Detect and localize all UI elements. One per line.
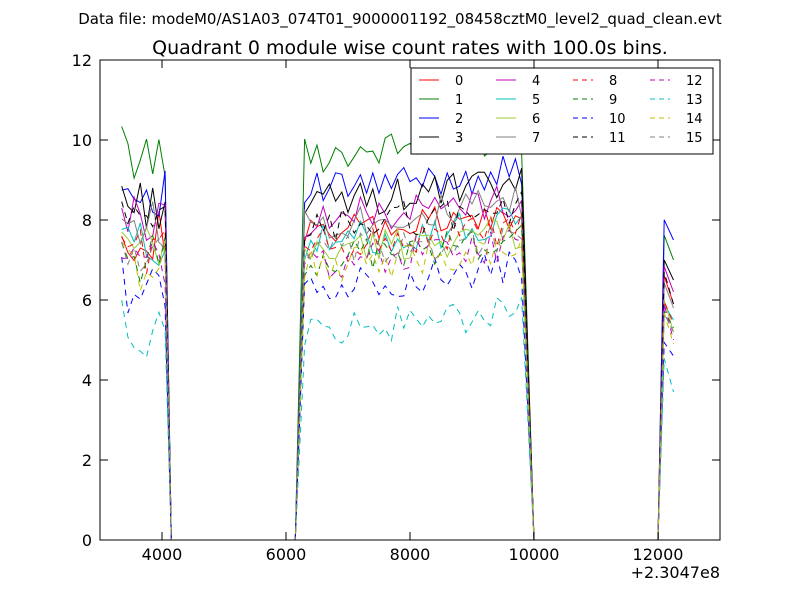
series-line-4	[121, 184, 674, 540]
y-tick-label: 10	[72, 131, 92, 150]
y-tick-label: 2	[82, 451, 92, 470]
chart-title: Quadrant 0 module wise count rates with …	[152, 37, 668, 59]
series-line-12	[121, 228, 674, 540]
legend-label-13: 13	[686, 93, 703, 108]
series-line-1	[121, 124, 674, 540]
y-tick-label: 0	[82, 531, 92, 550]
series-line-8	[121, 213, 674, 540]
legend-label-7: 7	[532, 131, 540, 146]
legend-label-11: 11	[609, 131, 626, 146]
data-file-label: Data file: modeM0/AS1A03_074T01_90000011…	[78, 10, 722, 29]
series-line-14	[121, 237, 674, 540]
series-line-7	[121, 186, 674, 540]
series-line-15	[121, 223, 674, 540]
legend-label-5: 5	[532, 93, 540, 108]
legend-label-8: 8	[609, 74, 617, 89]
legend-label-3: 3	[455, 131, 463, 146]
legend-label-9: 9	[609, 93, 617, 108]
series-line-11	[121, 189, 674, 540]
x-tick-label: 12000	[633, 545, 684, 564]
x-tick-label: 4000	[142, 545, 183, 564]
legend-label-14: 14	[686, 112, 703, 127]
legend-label-12: 12	[686, 74, 703, 89]
series-line-10	[121, 251, 674, 540]
x-offset-label: +2.3047e8	[631, 563, 720, 582]
series-line-9	[121, 224, 674, 540]
y-tick-label: 6	[82, 291, 92, 310]
x-tick-label: 8000	[390, 545, 431, 564]
plot-lines	[121, 124, 674, 540]
x-tick-label: 6000	[266, 545, 307, 564]
y-tick-label: 8	[82, 211, 92, 230]
legend-label-1: 1	[455, 93, 463, 108]
series-line-13	[121, 296, 674, 540]
legend-label-10: 10	[609, 112, 626, 127]
y-tick-label: 4	[82, 371, 92, 390]
legend-label-0: 0	[455, 74, 463, 89]
legend-label-4: 4	[532, 74, 540, 89]
series-line-2	[121, 155, 674, 540]
series-line-3	[121, 168, 674, 540]
legend-label-6: 6	[532, 112, 540, 127]
series-line-0	[121, 205, 674, 540]
legend-box	[410, 67, 714, 155]
series-line-5	[121, 207, 674, 540]
y-tick-label: 12	[72, 51, 92, 70]
series-line-6	[121, 217, 674, 540]
legend-label-15: 15	[686, 131, 703, 146]
x-tick-label: 10000	[509, 545, 560, 564]
legend-label-2: 2	[455, 112, 463, 127]
